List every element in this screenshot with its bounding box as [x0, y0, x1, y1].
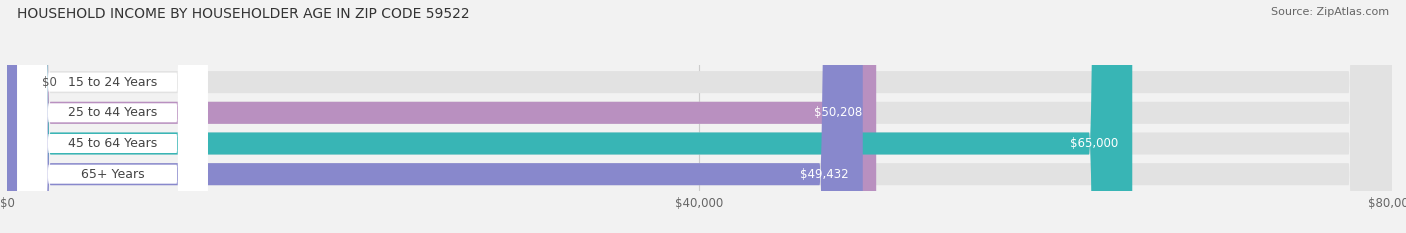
FancyBboxPatch shape [17, 0, 208, 233]
Text: 65+ Years: 65+ Years [80, 168, 145, 181]
Text: $65,000: $65,000 [1070, 137, 1118, 150]
FancyBboxPatch shape [7, 0, 863, 233]
Text: HOUSEHOLD INCOME BY HOUSEHOLDER AGE IN ZIP CODE 59522: HOUSEHOLD INCOME BY HOUSEHOLDER AGE IN Z… [17, 7, 470, 21]
Text: 45 to 64 Years: 45 to 64 Years [67, 137, 157, 150]
Text: Source: ZipAtlas.com: Source: ZipAtlas.com [1271, 7, 1389, 17]
FancyBboxPatch shape [17, 0, 208, 233]
Text: $50,208: $50,208 [814, 106, 862, 119]
FancyBboxPatch shape [7, 0, 1392, 233]
FancyBboxPatch shape [17, 0, 208, 233]
Text: 15 to 24 Years: 15 to 24 Years [67, 76, 157, 89]
Text: $49,432: $49,432 [800, 168, 849, 181]
FancyBboxPatch shape [7, 0, 1132, 233]
Text: $0: $0 [42, 76, 56, 89]
Text: 25 to 44 Years: 25 to 44 Years [67, 106, 157, 119]
FancyBboxPatch shape [7, 0, 1392, 233]
FancyBboxPatch shape [17, 0, 208, 233]
FancyBboxPatch shape [7, 0, 1392, 233]
FancyBboxPatch shape [7, 0, 876, 233]
FancyBboxPatch shape [7, 0, 1392, 233]
